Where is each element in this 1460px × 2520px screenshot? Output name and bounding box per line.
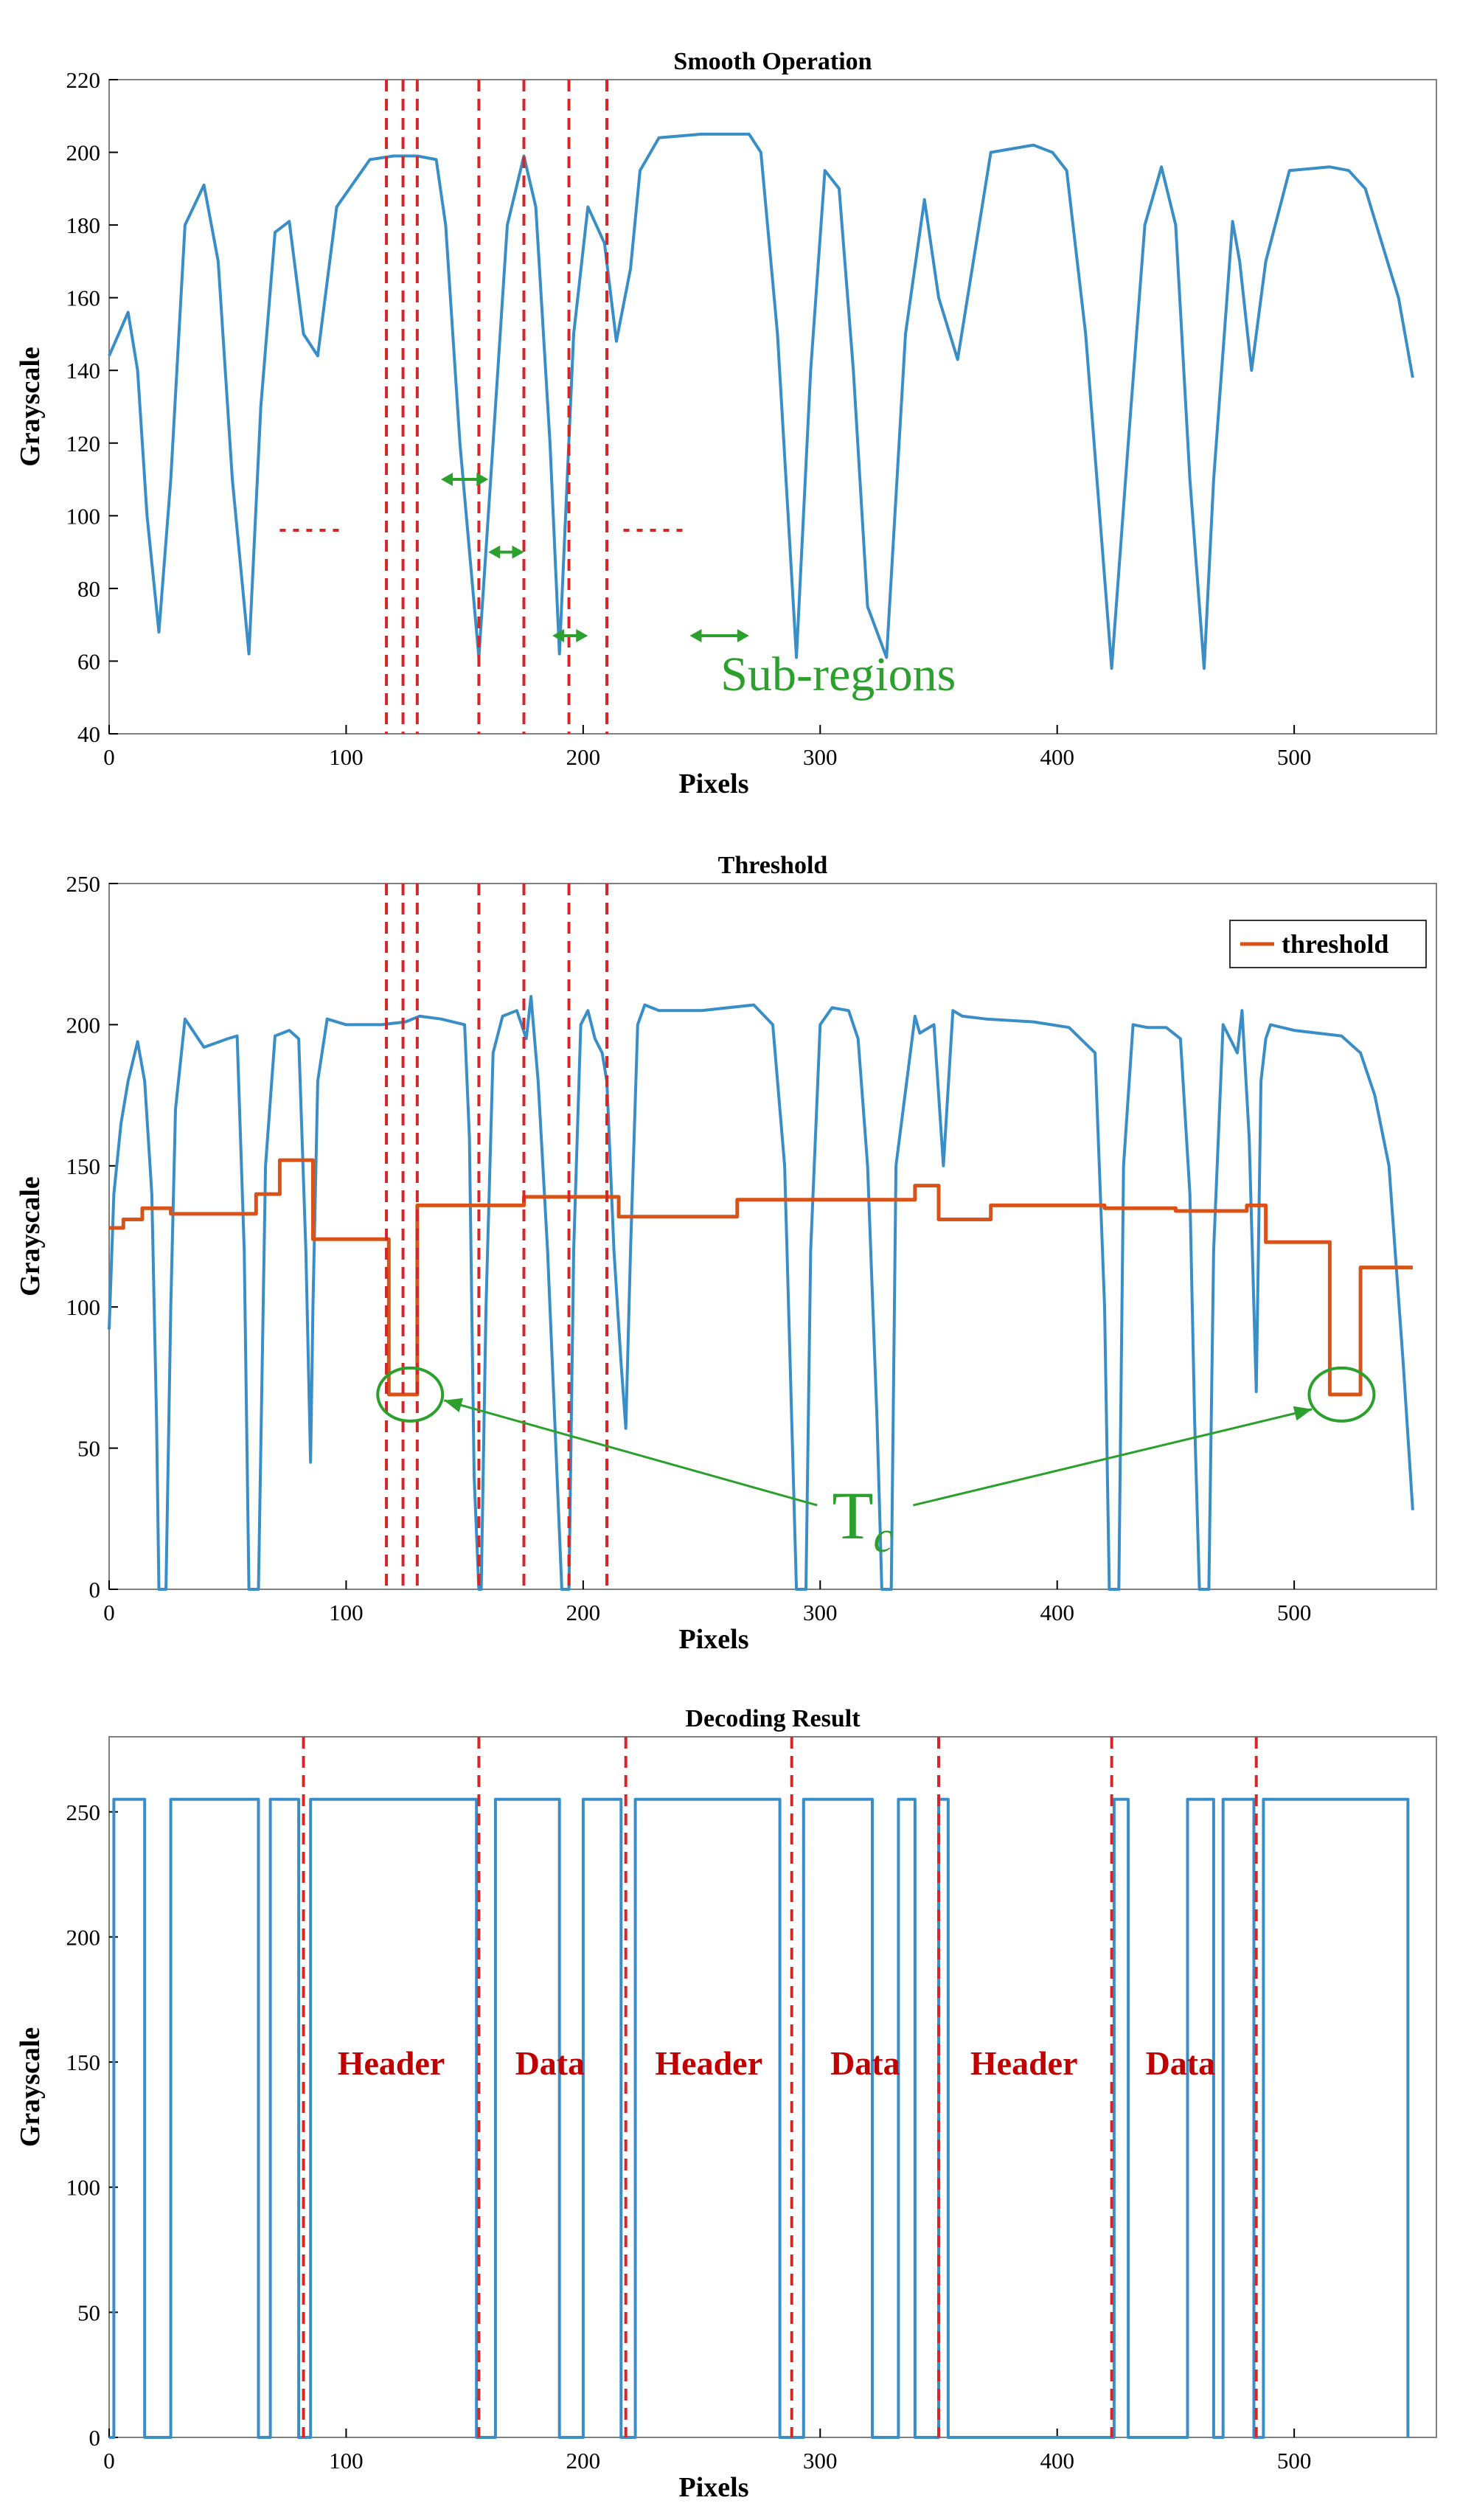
- region-label-data: Data: [830, 2044, 900, 2082]
- plot-area: [108, 1736, 1437, 2438]
- chart-panel-3: Decoding Result 0 100 200 300 400 500 0 50 100 150…: [15, 1705, 1437, 2503]
- tc-connector-line: [443, 1399, 818, 1507]
- y-tick-label: 100: [66, 2175, 101, 2201]
- y-tick-label: 60: [77, 648, 100, 674]
- x-tick-label: 400: [1040, 744, 1074, 770]
- y-tick-label: 50: [77, 1436, 100, 1462]
- y-tick-label: 100: [66, 1294, 101, 1320]
- y-tick-label: 80: [77, 576, 100, 602]
- y-tick-label: 0: [89, 1577, 101, 1603]
- x-axis-label: Pixels: [679, 2472, 749, 2503]
- arrow-head-right-icon: [476, 473, 489, 487]
- sub-regions-annotation: Sub-regions: [720, 648, 956, 701]
- arrow-head-left-icon: [689, 628, 702, 642]
- connector-arrow-head-icon: [1293, 1406, 1313, 1421]
- signal-series-line: [108, 995, 1414, 1591]
- y-axis-label: Grayscale: [15, 2027, 46, 2148]
- region-label-data: Data: [515, 2044, 585, 2082]
- region-label-header: Header: [338, 2044, 445, 2082]
- arrow-head-left-icon: [488, 545, 501, 559]
- arrow-head-right-icon: [512, 545, 524, 559]
- arrow-head-right-icon: [737, 628, 749, 642]
- y-tick-label: 150: [66, 2049, 101, 2075]
- x-tick-label: 400: [1040, 1600, 1074, 1625]
- legend-entry: threshold: [1282, 929, 1388, 959]
- y-tick-label: 250: [66, 871, 101, 897]
- connector-arrow-head-icon: [444, 1398, 464, 1412]
- highlight-circle: [376, 1366, 445, 1423]
- signal-series-line: [108, 132, 1414, 670]
- region-label-header: Header: [970, 2044, 1078, 2082]
- x-tick-label: 0: [103, 1600, 115, 1625]
- arrow-head-left-icon: [552, 628, 565, 642]
- x-tick-label: 400: [1040, 2448, 1074, 2474]
- y-tick-label: 40: [77, 721, 100, 747]
- y-tick-label: 150: [66, 1153, 101, 1179]
- chart-title: Decoding Result: [685, 1705, 861, 1732]
- y-tick-label: 250: [66, 1799, 101, 1825]
- region-label-header: Header: [655, 2044, 762, 2082]
- y-tick-label: 100: [66, 503, 101, 529]
- chart-panel-2: Threshold 0 100 200 300 400 500 0 50 100 150 200 250…: [15, 852, 1437, 1655]
- x-tick-label: 500: [1277, 2448, 1312, 2474]
- y-tick-label: 140: [66, 358, 101, 383]
- x-tick-label: 200: [566, 2448, 601, 2474]
- chart-panel-1: Smooth Operation 0 100 200 300 400 500 40 60 80 10…: [15, 48, 1437, 799]
- chart-title: Smooth Operation: [673, 48, 872, 75]
- legend: threshold: [1229, 920, 1427, 968]
- x-axis-label: Pixels: [679, 1624, 749, 1655]
- y-tick-label: 220: [66, 67, 101, 93]
- tc-annotation: Tc: [832, 1478, 893, 1561]
- x-tick-label: 0: [103, 2448, 115, 2474]
- arrow-head-left-icon: [441, 473, 453, 487]
- y-tick-label: 200: [66, 1012, 101, 1038]
- plot-area: [108, 883, 1437, 1590]
- x-tick-label: 100: [329, 744, 364, 770]
- highlight-circle: [1307, 1366, 1376, 1423]
- y-tick-label: 0: [89, 2425, 101, 2451]
- arrow-head-right-icon: [576, 628, 588, 642]
- tc-connector-line: [913, 1408, 1313, 1507]
- chart-title: Threshold: [718, 852, 828, 879]
- region-label-data: Data: [1146, 2044, 1216, 2082]
- y-tick-label: 200: [66, 140, 101, 166]
- x-axis-label: Pixels: [679, 768, 749, 799]
- y-tick-label: 50: [77, 2299, 100, 2325]
- y-tick-label: 200: [66, 1924, 101, 1950]
- x-tick-label: 300: [803, 744, 838, 770]
- y-axis-label: Grayscale: [15, 1176, 46, 1297]
- x-tick-label: 100: [329, 1600, 364, 1625]
- y-tick-label: 160: [66, 285, 101, 311]
- x-tick-label: 300: [803, 1600, 838, 1625]
- plot-area: [108, 79, 1437, 735]
- y-tick-label: 180: [66, 212, 101, 238]
- x-tick-label: 200: [566, 1600, 601, 1625]
- x-tick-label: 300: [803, 2448, 838, 2474]
- y-tick-label: 120: [66, 431, 101, 457]
- x-tick-label: 500: [1277, 744, 1312, 770]
- x-tick-label: 500: [1277, 1600, 1312, 1625]
- x-tick-label: 0: [103, 744, 115, 770]
- threshold-series-line: [109, 1158, 1413, 1397]
- x-tick-label: 200: [566, 744, 601, 770]
- y-axis-label: Grayscale: [15, 347, 46, 467]
- signal-series-line: [109, 1797, 1410, 2439]
- x-tick-label: 100: [329, 2448, 364, 2474]
